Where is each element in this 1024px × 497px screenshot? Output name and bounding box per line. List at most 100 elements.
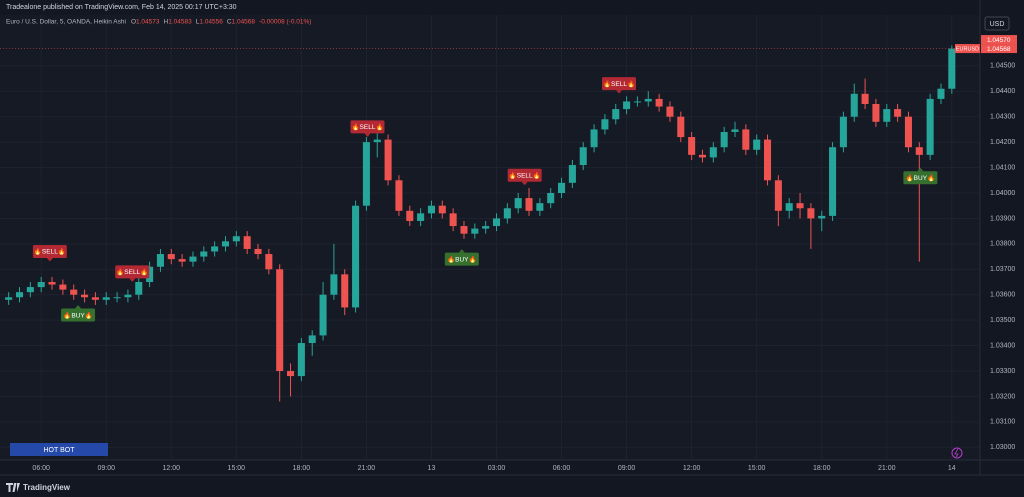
legend-key: H <box>164 19 169 26</box>
x-tick-label: 15:00 <box>748 465 766 472</box>
candle-body <box>818 215 826 219</box>
y-tick-label: 1.03500 <box>990 317 1015 324</box>
candle-body <box>135 282 143 295</box>
replay-icon[interactable] <box>951 447 963 459</box>
x-tick-label: 03:00 <box>488 465 506 472</box>
candle-body <box>688 137 696 155</box>
candle-body <box>558 182 566 193</box>
candle-body <box>124 294 132 298</box>
price-tag-label: 1.04570 <box>987 37 1011 44</box>
candle-body <box>395 180 403 211</box>
candle-body <box>232 236 240 242</box>
candle-body <box>471 228 479 234</box>
candle-body <box>894 109 902 117</box>
candle-body <box>850 93 858 117</box>
signal-pointer <box>458 249 465 253</box>
header: Tradealone published on TradingView.com,… <box>6 4 237 11</box>
candle-body <box>655 98 663 107</box>
y-tick-label: 1.03200 <box>990 393 1015 400</box>
candle-body <box>742 129 750 150</box>
legend-value: 1.04583 <box>168 19 192 26</box>
signal-pointer <box>364 133 371 137</box>
signal-pointer <box>75 305 82 309</box>
candle-body <box>243 236 251 249</box>
legend-values: O 1.04573 H 1.04583 L 1.04556 C 1.04568 -0.00008… <box>131 19 311 26</box>
legend-value: 1.04556 <box>199 19 223 26</box>
hot-bot-label[interactable]: HOT BOT <box>44 447 76 454</box>
overlay: 🔥SELL🔥 🔥BUY🔥 🔥SELL🔥 🔥SELL🔥 🔥BUY🔥 🔥SELL🔥 🔥SELL🔥… <box>0 35 1017 322</box>
candle-body <box>709 147 717 158</box>
candle-body <box>373 139 381 143</box>
price-tag-label: 1.04568 <box>987 46 1011 53</box>
candle-body <box>785 203 793 211</box>
candle-body <box>503 208 511 219</box>
signal: 🔥SELL🔥 <box>507 168 542 186</box>
currency-box[interactable] <box>984 16 1010 31</box>
x-tick-label: 18:00 <box>293 465 311 472</box>
legend-value: 1.04573 <box>136 19 160 26</box>
x-tick-label: 06:00 <box>32 465 50 472</box>
candle-body <box>91 297 99 300</box>
signal: 🔥BUY🔥 <box>903 167 938 185</box>
hot-bot-button[interactable] <box>10 443 108 456</box>
candle-body <box>872 104 880 122</box>
legend-key: O <box>131 19 136 26</box>
signal: 🔥SELL🔥 <box>602 77 637 94</box>
price-tag <box>981 44 1017 54</box>
signal: 🔥SELL🔥 <box>32 244 67 262</box>
signal-label: 🔥SELL🔥 <box>34 248 66 256</box>
currency[interactable]: USD <box>990 21 1005 28</box>
signal-label: 🔥SELL🔥 <box>116 268 148 276</box>
candle-body <box>774 180 782 211</box>
signal-box <box>444 252 479 266</box>
candle-body <box>763 139 772 181</box>
candle-body <box>406 210 414 221</box>
candle-body <box>568 165 576 183</box>
candle-body <box>644 98 652 102</box>
x-tick-label: 09:00 <box>97 465 115 472</box>
candle-body <box>319 294 327 336</box>
candle-body <box>178 259 186 262</box>
x-tick-label: 13 <box>428 465 436 472</box>
y-tick-label: 1.03800 <box>990 241 1015 248</box>
legend-change: -0.00008 (-0.01%) <box>259 19 311 26</box>
price-tag <box>981 35 1017 45</box>
x-tick-label: 06:00 <box>553 465 571 472</box>
signal-pointer <box>46 257 53 262</box>
candle-body <box>547 193 555 204</box>
candle-body <box>883 109 891 122</box>
grid: 1.03000 1.03100 1.03200 1.03300 1.03400 1.035… <box>0 15 1015 472</box>
candle-body <box>536 203 544 211</box>
candle-body <box>211 246 219 252</box>
signal-box <box>602 77 637 91</box>
candle-body <box>514 198 522 209</box>
candle-body <box>287 371 295 377</box>
candle-body <box>590 129 598 148</box>
candle-body <box>254 248 262 255</box>
footer-brand: TradingView <box>23 483 71 492</box>
signal-label: 🔥SELL🔥 <box>351 123 383 131</box>
candle-body <box>146 266 154 282</box>
signal-label: 🔥BUY🔥 <box>447 255 477 263</box>
plot-area <box>0 15 980 460</box>
signal-label: 🔥BUY🔥 <box>906 174 936 182</box>
candle-body <box>81 294 89 298</box>
y-tick-label: 1.04200 <box>990 139 1015 146</box>
y-tick-label: 1.04300 <box>990 114 1015 121</box>
candle-body <box>492 218 501 227</box>
candle-body <box>37 282 45 288</box>
x-tick-label: 21:00 <box>358 465 376 472</box>
candle-body <box>189 256 197 262</box>
candle-body <box>384 139 392 181</box>
signal: 🔥SELL🔥 <box>350 120 385 137</box>
signal-box <box>115 265 150 279</box>
signal-label: 🔥SELL🔥 <box>603 80 635 88</box>
candle-body <box>5 297 13 300</box>
signal: 🔥BUY🔥 <box>61 305 96 322</box>
candle-body <box>438 205 446 214</box>
candle-body <box>720 131 728 148</box>
candle-body <box>677 116 685 138</box>
candle-body <box>482 226 490 229</box>
candle-body <box>698 154 707 158</box>
